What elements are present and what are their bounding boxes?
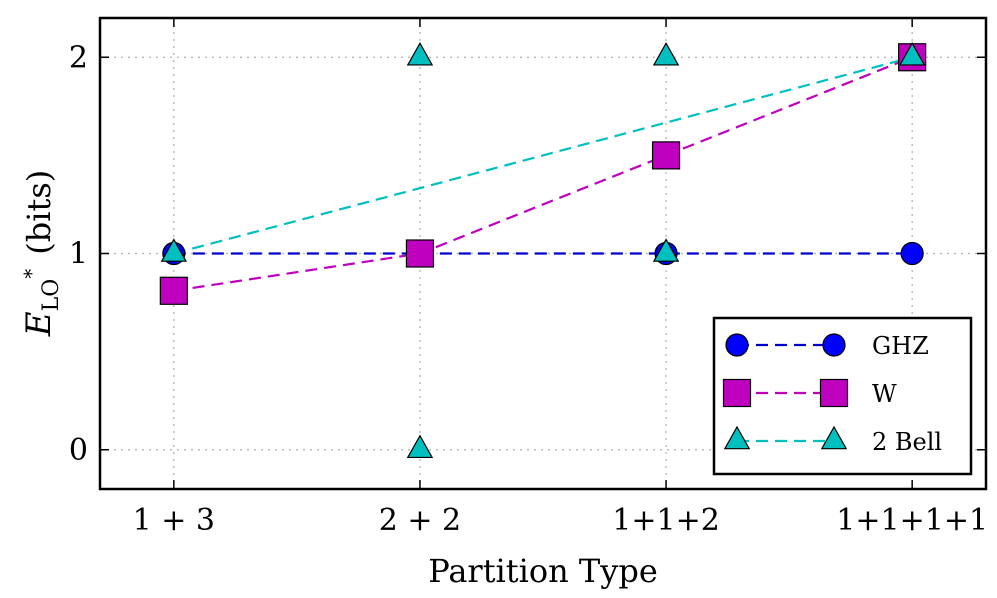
tick-marks xyxy=(100,18,986,489)
x-tick-label: 2 + 2 xyxy=(379,503,461,538)
y-axis-label-sup: * xyxy=(19,269,43,279)
legend-marker-2-bell xyxy=(723,425,751,450)
svg-text:ELO*(bits): ELO* (bits) xyxy=(19,170,64,337)
series-line-2-bell xyxy=(173,56,913,255)
point-2-bell xyxy=(652,238,680,262)
point-2-bell xyxy=(652,42,680,66)
point-2-bell xyxy=(406,42,434,66)
x-tick-label: 1+1+1+1 xyxy=(836,503,988,538)
y-tick-label: 2 xyxy=(69,40,88,75)
y-axis-label: ELO* (bits) xyxy=(19,170,64,337)
y-axis-label-main: E xyxy=(19,311,59,337)
point-2-bell xyxy=(898,42,926,66)
legend-label-ghz: GHZ xyxy=(872,332,929,360)
legend: GHZ W 2 Bell xyxy=(712,316,973,476)
point-ghz xyxy=(900,241,924,266)
legend-marker-ghz xyxy=(725,333,749,357)
series-markers xyxy=(159,42,927,459)
point-2-bell xyxy=(406,434,434,459)
point-w xyxy=(651,141,681,170)
x-tick-labels: 1 + 3 2 + 2 1+1+2 1+1+1+1 xyxy=(133,503,988,538)
legend-label-2-bell: 2 Bell xyxy=(872,428,942,456)
legend-marker-w xyxy=(722,378,752,408)
y-tick-label: 0 xyxy=(69,433,88,468)
x-axis-label: Partition Type xyxy=(428,552,658,590)
series-lines xyxy=(173,56,913,292)
point-w xyxy=(405,239,435,268)
x-tick-label: 1+1+2 xyxy=(612,503,720,538)
point-2-bell xyxy=(160,238,188,262)
y-tick-labels: 0 1 2 xyxy=(69,40,88,468)
legend-marker-2-bell xyxy=(820,425,848,450)
x-tick-label: 1 + 3 xyxy=(133,503,215,538)
y-axis-label-unit: (bits) xyxy=(20,170,58,255)
point-w xyxy=(159,276,188,305)
legend-marker-w xyxy=(819,378,849,408)
y-tick-label: 1 xyxy=(69,237,88,272)
legend-label-w: W xyxy=(872,380,897,408)
legend-marker-ghz xyxy=(822,333,846,357)
y-axis-label-sub: LO xyxy=(39,279,64,312)
series-line-w xyxy=(173,56,913,292)
